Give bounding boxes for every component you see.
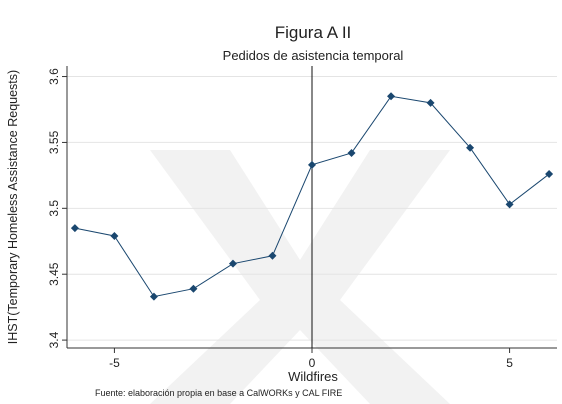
point-marker: [308, 160, 316, 169]
chart-title: Figura A II: [275, 23, 352, 42]
x-tick-label: -5: [109, 356, 120, 370]
x-tick-label: 0: [309, 356, 316, 370]
point-marker: [466, 143, 475, 152]
y-tick-label: 3.55: [47, 130, 61, 154]
point-marker: [347, 148, 356, 157]
point-marker: [228, 259, 237, 268]
y-tick-label: 3.4: [47, 331, 61, 348]
y-axis-label: IHST(Temporary Homeless Assistance Reque…: [6, 70, 20, 344]
point-marker: [387, 92, 396, 101]
chart-subtitle: Pedidos de asistencia temporal: [223, 48, 404, 63]
x-axis-label: Wildfires: [288, 369, 338, 384]
point-marker: [189, 284, 198, 293]
point-marker: [426, 98, 435, 107]
y-tick-label: 3.6: [47, 68, 61, 85]
point-marker: [505, 200, 514, 209]
point-marker: [149, 292, 158, 301]
x-tick-label: 5: [506, 356, 513, 370]
y-tick-label: 3.5: [47, 200, 61, 217]
source-note: Fuente: elaboración propia en base a Cal…: [95, 388, 342, 398]
point-marker: [70, 224, 79, 233]
point-marker: [545, 170, 554, 179]
point-marker: [268, 251, 277, 260]
y-tick-label: 3.45: [47, 262, 61, 286]
point-marker: [110, 231, 119, 240]
